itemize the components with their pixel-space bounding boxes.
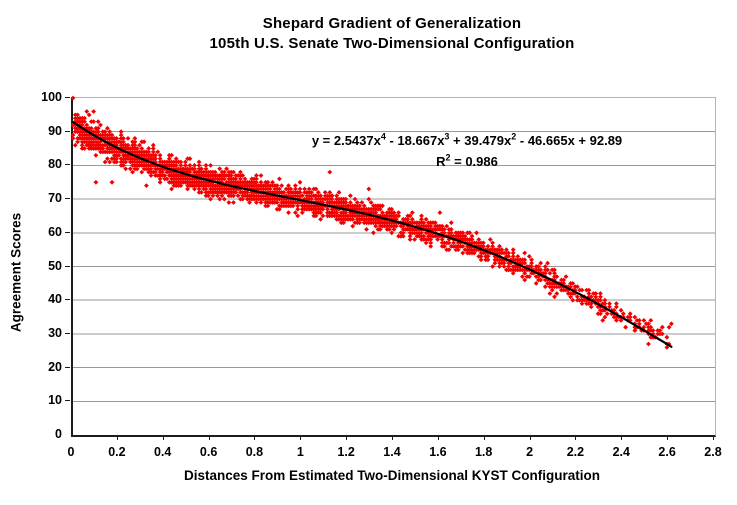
y-axis-tick (65, 97, 70, 98)
x-axis-tick (162, 436, 164, 440)
x-axis-tick (300, 436, 302, 440)
x-axis-tick (437, 436, 439, 440)
x-tick-label: 0.4 (153, 445, 172, 459)
trendline-curve (71, 120, 673, 348)
equation-text: y = 2.5437x4 - 18.667x3 + 39.479x2 - 46.… (311, 131, 623, 148)
y-axis-tick (65, 366, 70, 368)
y-tick-label: 90 (48, 123, 62, 138)
x-tick-label: 0.8 (245, 445, 264, 459)
y-tick-label: 100 (41, 90, 62, 104)
x-axis-tick (208, 436, 210, 440)
y-axis-tick (65, 400, 70, 402)
x-axis-tick (529, 436, 531, 440)
x-tick-label: 1.2 (337, 445, 355, 459)
r-squared-text: R2 = 0.986 (436, 152, 498, 169)
chart-title-line2: 105th U.S. Senate Two-Dimensional Config… (209, 35, 575, 52)
x-axis-tick (713, 436, 714, 440)
y-tick-label: 10 (48, 393, 62, 408)
x-axis-tick (116, 436, 118, 440)
x-tick-label: 2.2 (566, 445, 585, 459)
y-tick-label: 60 (48, 224, 62, 239)
x-tick-label: 2.6 (658, 445, 676, 459)
x-axis-tick (254, 436, 256, 440)
y-tick-label: 40 (48, 292, 62, 307)
y-axis-tick (65, 265, 70, 267)
y-axis-tick (65, 231, 70, 233)
y-tick-label: 20 (48, 359, 62, 374)
trendline-equation: y = 2.5437x4 - 18.667x3 + 39.479x2 - 46.… (266, 130, 668, 172)
x-axis-tick (575, 436, 577, 440)
chart-title: Shepard Gradient of Generalization 105th… (71, 14, 713, 54)
y-axis-tick (65, 130, 70, 132)
x-axis-tick (483, 436, 485, 440)
y-tick-label: 70 (48, 191, 62, 206)
scatter-plot-svg (70, 95, 715, 402)
y-tick-label: 80 (48, 157, 62, 172)
x-tick-label: 0.2 (108, 445, 126, 459)
y-tick-label: 50 (48, 258, 62, 273)
x-tick-label: 2.4 (612, 445, 630, 459)
x-axis-tick (621, 436, 623, 440)
x-tick-label: 0.6 (199, 445, 218, 459)
x-axis-tick (392, 436, 393, 440)
x-tick-label: 1.4 (383, 445, 401, 459)
x-tick-label: 2.8 (704, 445, 722, 459)
y-tick-label: 30 (48, 325, 62, 340)
y-axis-tick (65, 198, 70, 200)
x-tick-label: 1.8 (474, 445, 493, 459)
y-tick-label: 0 (55, 427, 62, 441)
plot-area (70, 95, 716, 437)
x-tick-label: 1 (296, 445, 304, 459)
x-tick-label: 0 (67, 445, 75, 459)
chart-title-line1: Shepard Gradient of Generalization (262, 15, 522, 32)
y-axis-tick (65, 332, 70, 334)
y-axis-tick (65, 299, 70, 301)
x-tick-label: 2 (526, 445, 534, 459)
x-tick-label: 1.6 (429, 445, 447, 459)
x-axis-tick (346, 436, 348, 440)
scatter-points (70, 95, 674, 350)
x-axis-tick (667, 436, 669, 440)
y-axis-tick (65, 164, 70, 166)
x-axis-title: Distances From Estimated Two-Dimensional… (183, 468, 601, 483)
